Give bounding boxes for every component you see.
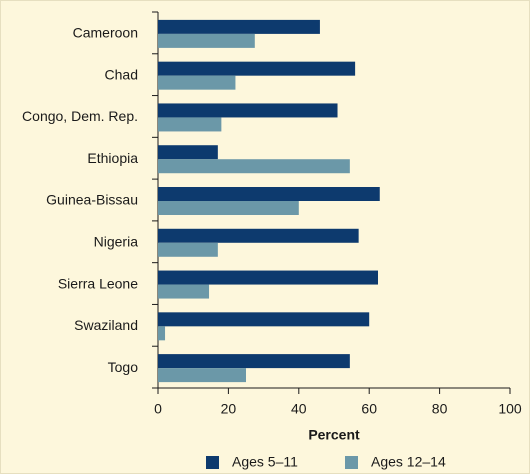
bar <box>158 61 356 76</box>
x-axis-label: Percent <box>308 427 360 443</box>
y-tick-label: Guinea-Bissau <box>46 192 138 208</box>
bar <box>158 103 338 118</box>
y-tick-label: Togo <box>108 359 139 375</box>
bar <box>158 187 380 201</box>
bar <box>158 145 218 160</box>
legend-swatch <box>206 456 219 469</box>
y-tick-label: Sierra Leone <box>58 275 138 291</box>
x-tick-label: 20 <box>221 401 237 417</box>
y-tick-label: Nigeria <box>94 233 139 249</box>
bar <box>158 284 210 299</box>
bar <box>158 75 236 90</box>
bar <box>158 117 222 132</box>
bar <box>158 312 370 327</box>
legend-swatch <box>345 456 358 469</box>
bar <box>158 33 255 48</box>
bar <box>158 228 359 243</box>
bar <box>158 19 320 34</box>
x-tick-label: 0 <box>154 401 162 417</box>
x-tick-label: 60 <box>361 401 377 417</box>
y-tick-label: Cameroon <box>73 25 138 41</box>
y-tick-label: Chad <box>105 66 138 82</box>
bar <box>158 354 350 369</box>
x-tick-label: 40 <box>291 401 307 417</box>
y-tick-label: Congo, Dem. Rep. <box>22 108 138 124</box>
legend-label: Ages 12–14 <box>371 454 446 470</box>
bar <box>158 326 166 341</box>
y-tick-label: Ethiopia <box>87 150 138 166</box>
bar <box>158 242 218 257</box>
x-tick-label: 100 <box>498 401 522 417</box>
x-tick-label: 80 <box>432 401 448 417</box>
y-tick-label: Swaziland <box>74 317 138 333</box>
bar <box>158 368 246 383</box>
bar <box>158 159 350 174</box>
legend-label: Ages 5–11 <box>232 454 298 470</box>
bar <box>158 270 378 285</box>
bar <box>158 201 299 215</box>
